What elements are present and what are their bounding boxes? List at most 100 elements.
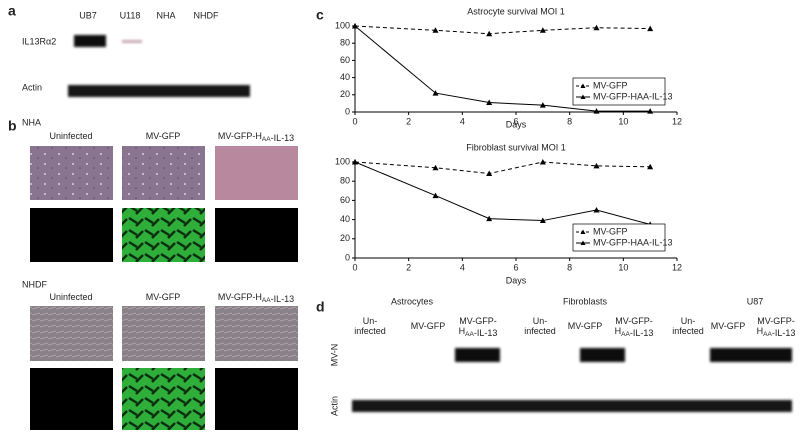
- band: [455, 348, 500, 362]
- x-tick-label: 2: [406, 262, 411, 272]
- text-part: Uninfected: [49, 131, 92, 141]
- marker: [486, 215, 493, 222]
- micrograph: [30, 306, 113, 361]
- micrographs: [30, 146, 298, 430]
- text-part: MV-GFP: [146, 292, 181, 302]
- y-tick-label: 80: [340, 38, 350, 48]
- marker: [593, 108, 600, 114]
- marker: [432, 192, 439, 199]
- text-part: infected: [354, 326, 386, 336]
- label: MV-GFP-: [757, 316, 795, 326]
- group-label: NHA: [22, 117, 41, 127]
- legend-marker: [580, 240, 586, 245]
- x-tick-label: 0: [352, 116, 357, 126]
- label: infected: [354, 326, 386, 336]
- legend-label: MV-GFP: [593, 80, 628, 90]
- y-tick-label: 0: [345, 106, 350, 116]
- marker: [432, 90, 439, 96]
- fluorescence: [215, 368, 298, 430]
- label: infected: [672, 326, 704, 336]
- subscript: AA: [763, 331, 772, 338]
- label: MV-GFP: [711, 321, 746, 331]
- micrograph: [122, 306, 205, 361]
- text-part: MV-GFP-: [615, 316, 653, 326]
- legend-marker: [580, 229, 586, 234]
- label: MV-GFP: [568, 321, 603, 331]
- panel-label: b: [8, 118, 17, 134]
- band: [580, 348, 625, 362]
- marker: [647, 108, 654, 114]
- label: HAA-IL-13: [615, 326, 654, 338]
- y-tick-label: 60: [340, 55, 350, 65]
- x-tick-label: 4: [460, 262, 465, 272]
- x-axis-label: Days: [506, 275, 527, 285]
- text-part: MV-GFP-H: [218, 131, 262, 141]
- line: [354, 25, 651, 35]
- fluorescence: [30, 368, 113, 430]
- label: MV-GFP: [411, 321, 446, 331]
- y-tick-label: 40: [340, 214, 350, 224]
- marker: [539, 102, 546, 108]
- fluorescence: [122, 368, 205, 430]
- text-part: H: [615, 326, 622, 336]
- marker: [486, 99, 493, 106]
- text-part: MV-GFP: [568, 321, 603, 331]
- label: MV-GFP: [146, 292, 181, 302]
- x-tick-label: 6: [513, 262, 518, 272]
- label: infected: [524, 326, 556, 336]
- row-label: IL13Rα2: [22, 36, 56, 46]
- line: [354, 161, 651, 225]
- label: MV-GFP-: [615, 316, 653, 326]
- subscript: AA: [465, 331, 474, 338]
- band: [352, 400, 792, 412]
- label: Un-: [533, 316, 548, 326]
- text-part: -IL-13: [630, 328, 654, 338]
- text-part: -IL-13: [271, 294, 295, 304]
- label: HAA-IL-13: [459, 326, 498, 338]
- label: MV-GFP-HAA-IL-13: [218, 292, 294, 304]
- label: MV-GFP-: [459, 316, 497, 326]
- legend-marker: [580, 94, 586, 99]
- text-part: Uninfected: [49, 292, 92, 302]
- text-part: MV-GFP: [146, 131, 181, 141]
- y-tick-label: 80: [340, 176, 350, 186]
- x-axis-label: Days: [506, 119, 527, 129]
- group-label: Astrocytes: [391, 296, 434, 306]
- group-label: NHDF: [22, 279, 47, 289]
- fluorescence: [122, 208, 205, 262]
- marker: [352, 159, 358, 165]
- legend-label: MV-GFP-HAA-IL-13: [593, 237, 673, 247]
- text-part: MV-GFP-H: [218, 292, 262, 302]
- western-blot-d: [352, 348, 792, 412]
- line: [354, 161, 651, 175]
- lane-label: U118: [120, 10, 141, 20]
- band: [122, 40, 142, 43]
- x-tick-label: 0: [352, 262, 357, 272]
- western-blot-a: [68, 35, 250, 97]
- row-label: Actin: [22, 82, 42, 92]
- y-tick-label: 100: [335, 156, 350, 166]
- text-part: -IL-13: [271, 133, 295, 143]
- text-part: infected: [672, 326, 704, 336]
- label: Un-: [363, 316, 378, 326]
- label: Uninfected: [49, 292, 92, 302]
- marker: [352, 23, 358, 29]
- text-part: MV-GFP: [711, 321, 746, 331]
- micrograph: [30, 146, 113, 200]
- text-part: infected: [524, 326, 556, 336]
- subscript: AA: [262, 136, 271, 143]
- fluorescence: [215, 208, 298, 262]
- marker: [647, 163, 654, 170]
- row-label: MV-N: [329, 344, 339, 367]
- lane-label: UB7: [79, 10, 97, 20]
- text-part: H: [757, 326, 764, 336]
- text-part: Un-: [681, 316, 696, 326]
- x-tick-label: 8: [567, 116, 572, 126]
- marker: [593, 24, 600, 31]
- text-part: Un-: [363, 316, 378, 326]
- legend-box: [572, 223, 666, 252]
- text-part: MV-GFP-: [459, 316, 497, 326]
- marker: [486, 30, 493, 37]
- marker: [539, 159, 546, 165]
- band: [68, 85, 250, 97]
